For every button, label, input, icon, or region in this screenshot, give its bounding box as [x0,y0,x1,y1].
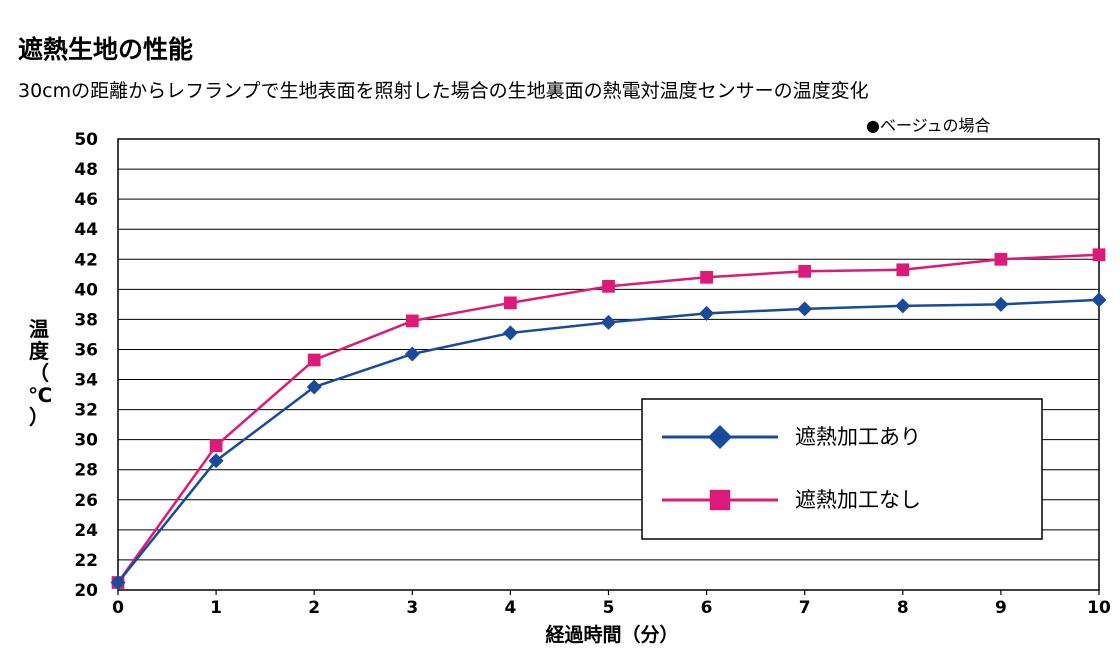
y-axis-label-char: ） [29,405,49,429]
x-tick-label: 4 [504,598,516,618]
data-point [798,264,812,278]
y-tick-label: 50 [74,130,98,150]
y-tick-label: 24 [74,521,98,541]
data-point [1092,248,1106,262]
data-point [306,379,322,395]
y-tick-label: 40 [74,280,98,300]
data-point [994,252,1008,266]
x-tick-label: 9 [995,598,1007,618]
plot-area-border [117,138,1100,591]
data-point [797,301,813,317]
legend-marker [708,425,732,449]
y-tick-label: 32 [74,401,98,421]
x-tick-label: 5 [603,598,615,618]
data-point [699,305,715,321]
legend-box [641,398,1043,540]
data-point [208,453,224,469]
legend-label: 遮熱加工あり [795,425,921,449]
data-point [895,298,911,314]
legend-label: 遮熱加工なし [795,488,921,512]
y-tick-label: 44 [74,220,98,240]
data-point [1091,292,1107,308]
y-axis-label-char: 温 [29,317,49,341]
data-point [602,279,615,293]
y-tick-label: 36 [74,340,98,360]
y-tick-label: 38 [74,310,98,330]
y-tick-label: 28 [74,461,98,481]
color-note: ●ベージュの場合 [866,116,991,135]
x-axis-label: 経過時間（分） [545,623,678,646]
data-point [209,439,223,453]
data-point [601,314,616,330]
chart-subtitle: 30cmの距離からレフランプで生地表面を照射した場合の生地裏面の熱電対温度センサ… [18,80,869,102]
y-axis-label-char: （ [29,361,49,385]
data-point [504,296,517,310]
y-axis-label-char: 度 [29,339,49,363]
series-layer [110,248,1107,590]
y-tick-label: 30 [74,431,98,451]
legend-marker [709,489,731,511]
x-tick-label: 2 [308,598,320,618]
y-tick-label: 46 [74,190,98,210]
page-title: 遮熱生地の性能 [18,35,194,64]
y-axis-label: 温 度 （ ℃ ） [28,317,53,429]
data-point [307,353,321,367]
data-point [502,325,518,341]
data-point [110,574,126,590]
y-tick-label: 26 [74,491,98,511]
y-tick-labels: 20 22 24 26 28 30 32 34 36 38 40 42 44 46 48 50 [74,130,98,601]
data-point [896,263,910,277]
x-tick-label: 7 [799,598,811,618]
x-tick-label: 0 [112,598,124,618]
x-tick-label: 10 [1087,598,1111,618]
y-tick-label: 20 [74,581,98,601]
y-tick-label: 34 [74,371,98,391]
x-tick-labels: 0 1 2 3 4 5 6 7 8 9 10 [112,598,1111,618]
x-tick-label: 6 [701,598,713,618]
data-point [700,270,713,284]
y-axis-label-char: ℃ [28,383,53,407]
data-point [404,346,420,362]
y-tick-label: 22 [74,551,98,571]
data-point [405,314,419,328]
x-tick-label: 8 [897,598,909,618]
y-tick-label: 42 [74,250,98,270]
data-point [993,296,1009,312]
x-tick-label: 1 [210,598,222,618]
x-tick-label: 3 [406,598,418,618]
y-tick-label: 48 [74,160,98,180]
